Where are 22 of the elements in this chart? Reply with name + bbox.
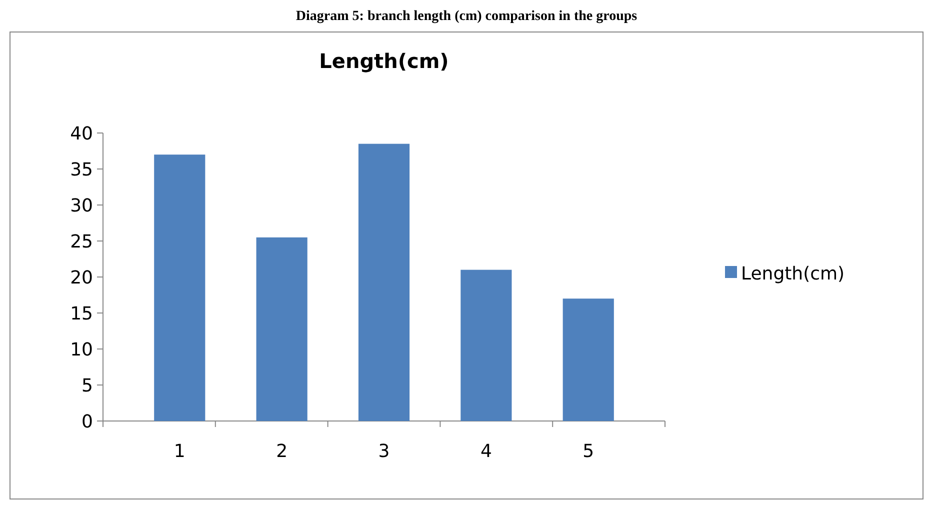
text: Diagram 5: branch length (cm) comparison in the groups [296, 9, 638, 24]
y-tick-label: 0 [82, 411, 93, 432]
y-tick-label: 5 [82, 375, 93, 396]
bar [358, 144, 410, 421]
x-tick-label: 1 [174, 441, 186, 462]
x-tick-label: 5 [582, 441, 594, 462]
y-tick-label: 10 [70, 339, 93, 360]
x-tick-label: 2 [276, 441, 288, 462]
y-tick-label: 25 [70, 231, 93, 252]
y-tick-label: 30 [70, 195, 93, 216]
bar [562, 298, 614, 421]
y-tick-label: 40 [70, 123, 93, 144]
bar [256, 237, 308, 421]
y-tick-label: 20 [70, 267, 93, 288]
bar [460, 270, 512, 421]
x-tick-label: 3 [378, 441, 390, 462]
bar [154, 154, 206, 421]
y-tick-label: 35 [70, 159, 93, 180]
x-tick-label: 4 [480, 441, 492, 462]
chart-title: Length(cm) [319, 49, 449, 73]
y-tick-label: 15 [70, 303, 93, 324]
legend-label: Length(cm) [741, 263, 845, 284]
